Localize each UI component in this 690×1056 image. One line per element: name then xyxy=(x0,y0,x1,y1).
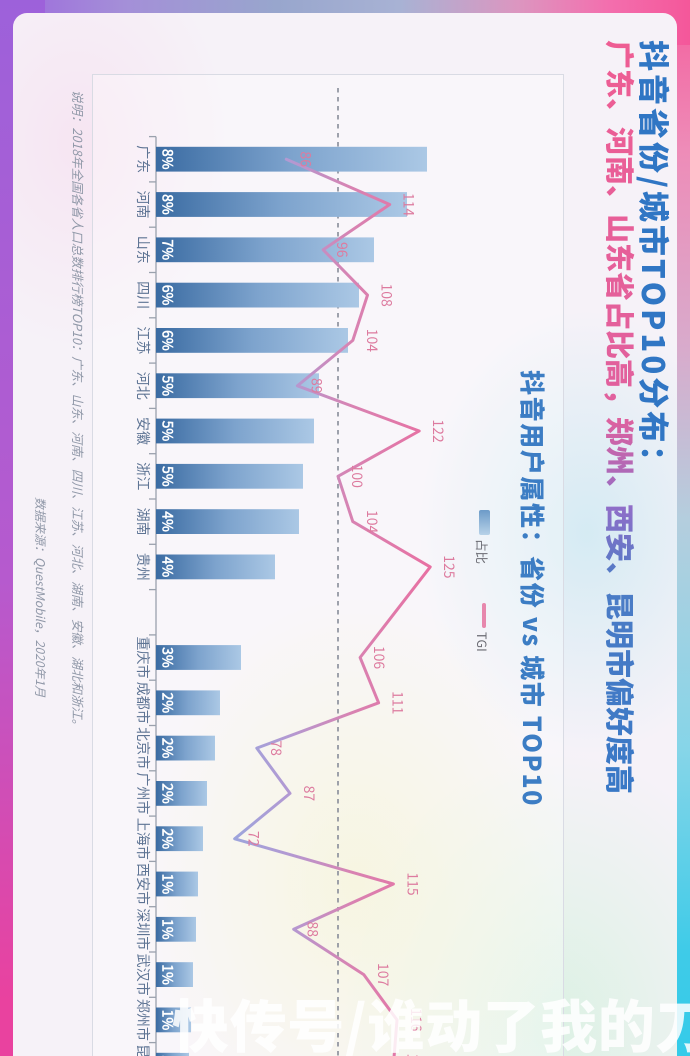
svg-text:4%: 4% xyxy=(158,556,178,578)
svg-text:1%: 1% xyxy=(158,874,178,895)
svg-text:广州市: 广州市 xyxy=(133,772,153,814)
svg-text:河南: 河南 xyxy=(133,191,153,219)
svg-text:3%: 3% xyxy=(158,647,178,668)
svg-text:1%: 1% xyxy=(158,919,178,940)
svg-text:6%: 6% xyxy=(158,285,178,306)
svg-text:106: 106 xyxy=(369,646,389,670)
svg-text:115: 115 xyxy=(402,872,422,896)
svg-text:重庆市: 重庆市 xyxy=(133,637,153,679)
svg-text:4%: 4% xyxy=(158,510,178,532)
svg-text:1%: 1% xyxy=(158,964,178,985)
svg-text:114: 114 xyxy=(399,193,419,217)
svg-text:107: 107 xyxy=(373,963,393,987)
svg-text:2%: 2% xyxy=(158,783,178,804)
svg-text:1%: 1% xyxy=(158,1055,178,1056)
svg-text:104: 104 xyxy=(362,329,382,353)
svg-text:2%: 2% xyxy=(158,738,178,759)
svg-text:78: 78 xyxy=(266,740,286,756)
svg-text:6%: 6% xyxy=(158,330,178,351)
svg-text:江苏: 江苏 xyxy=(133,326,153,354)
svg-text:上海市: 上海市 xyxy=(133,818,153,860)
svg-text:5%: 5% xyxy=(158,421,178,442)
svg-text:87: 87 xyxy=(299,786,319,802)
svg-text:88: 88 xyxy=(303,922,323,938)
svg-text:108: 108 xyxy=(377,283,397,307)
svg-text:河北: 河北 xyxy=(133,372,153,400)
svg-text:8%: 8% xyxy=(158,194,178,215)
svg-text:武汉市: 武汉市 xyxy=(133,954,153,996)
svg-text:5%: 5% xyxy=(158,466,178,487)
svg-text:1%: 1% xyxy=(158,1010,178,1031)
svg-text:贵州: 贵州 xyxy=(133,553,153,581)
svg-text:111: 111 xyxy=(388,691,408,714)
svg-text:成都市: 成都市 xyxy=(133,682,153,724)
svg-text:2%: 2% xyxy=(158,828,178,849)
svg-text:浙江: 浙江 xyxy=(133,462,153,490)
svg-text:湖南: 湖南 xyxy=(133,508,153,536)
svg-text:四川: 四川 xyxy=(133,281,153,309)
svg-text:96: 96 xyxy=(332,242,352,258)
svg-text:89: 89 xyxy=(306,378,326,394)
svg-text:122: 122 xyxy=(428,419,448,443)
svg-text:8%: 8% xyxy=(158,149,178,170)
svg-text:广东: 广东 xyxy=(133,145,153,173)
svg-text:山东: 山东 xyxy=(133,236,153,264)
svg-text:昆明市: 昆明市 xyxy=(133,1044,153,1056)
svg-text:86: 86 xyxy=(295,151,315,167)
svg-text:安徽: 安徽 xyxy=(133,417,153,445)
svg-text:5%: 5% xyxy=(158,375,178,396)
svg-text:115: 115 xyxy=(402,1054,422,1056)
svg-text:125: 125 xyxy=(439,555,459,579)
svg-text:西安市: 西安市 xyxy=(133,863,153,905)
svg-text:深圳市: 深圳市 xyxy=(133,908,153,950)
svg-text:郑州市: 郑州市 xyxy=(133,999,153,1041)
svg-text:2%: 2% xyxy=(158,692,178,713)
svg-text:104: 104 xyxy=(362,510,382,534)
svg-text:北京市: 北京市 xyxy=(133,727,153,769)
svg-text:72: 72 xyxy=(244,831,264,847)
svg-text:116: 116 xyxy=(406,1008,426,1032)
svg-text:100: 100 xyxy=(347,465,367,489)
svg-text:7%: 7% xyxy=(158,239,178,260)
